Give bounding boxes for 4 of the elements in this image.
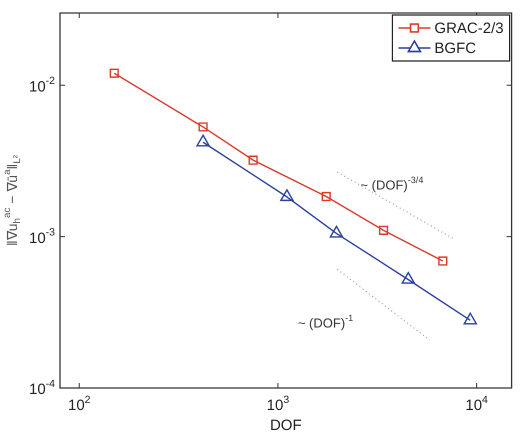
- y-axis-title: ‖∇uhac − ∇ūa‖L²: [2, 154, 23, 246]
- x-axis-title: DOF: [270, 417, 302, 434]
- legend-label: GRAC-2/3: [434, 20, 504, 38]
- legend-label: BGFC: [434, 40, 476, 58]
